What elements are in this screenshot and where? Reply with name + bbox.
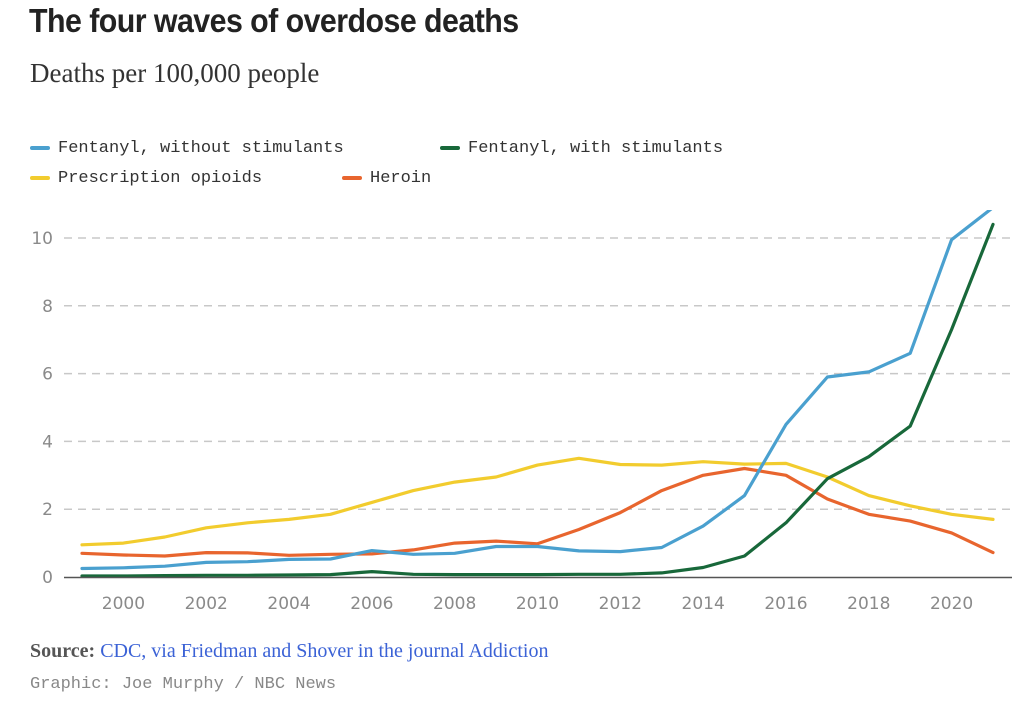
x-tick-label: 2018 [847,594,890,614]
x-tick-label: 2010 [516,594,559,614]
y-tick-label: 2 [42,500,53,520]
chart-subtitle: Deaths per 100,000 people [30,58,320,88]
series-lines [80,210,995,578]
source-link[interactable]: CDC, via Friedman and Shover in the jour… [100,640,549,662]
y-tick-label: 6 [42,365,53,385]
x-axis-ticks: 2000 2002 2004 2006 2008 2010 2012 2014 2016 2018… [102,594,973,614]
series-line-fentanyl-without-stimulants [80,210,993,571]
legend-label: Prescription opioids [58,168,263,188]
legend-item-heroin: Heroin [342,169,431,188]
legend-item-fentanyl-with-stimulants: Fentanyl, with stimulants [440,139,723,158]
x-tick-label: 2002 [185,594,228,614]
legend-label: Fentanyl, with stimulants [468,138,724,158]
y-tick-label: 0 [42,568,53,588]
series-line-fentanyl-with-stimulants [80,222,995,578]
legend-item-fentanyl-without-stimulants: Fentanyl, without stimulants [30,139,440,158]
y-tick-label: 10 [31,229,53,249]
y-tick-label: 4 [42,432,53,452]
legend-item-prescription-opioids: Prescription opioids [30,169,342,188]
x-tick-label: 2004 [267,594,310,614]
legend-label: Fentanyl, without stimulants [58,138,344,158]
x-tick-label: 2016 [764,594,807,614]
gridlines [64,237,1012,510]
chart-title: The four waves of overdose deaths [29,2,519,39]
line-chart: 0 2 4 6 8 10 2000 2002 2004 2006 2008 2010 2012 2014… [31,210,1012,614]
y-axis-ticks: 0 2 4 6 8 10 [31,229,53,588]
y-tick-label: 8 [42,297,53,317]
series-line-prescription-opioids [80,456,995,547]
x-tick-label: 2012 [599,594,642,614]
legend-label: Heroin [370,168,432,188]
legend: Fentanyl, without stimulants Fentanyl, w… [30,133,723,193]
x-tick-label: 2000 [102,594,145,614]
legend-swatch-orange [342,176,362,180]
legend-swatch-green [440,146,460,150]
x-tick-label: 2014 [682,594,725,614]
source-label: Source: [30,640,96,662]
series-line-heroin [80,466,995,558]
graphic-credit: Graphic: Joe Murphy / NBC News [30,675,337,694]
legend-swatch-blue [30,146,50,150]
legend-swatch-yellow [30,176,50,180]
source-note: Source: CDC, via Friedman and Shover in … [30,640,548,663]
x-tick-label: 2008 [433,594,476,614]
x-tick-label: 2020 [930,594,973,614]
x-tick-label: 2006 [350,594,393,614]
